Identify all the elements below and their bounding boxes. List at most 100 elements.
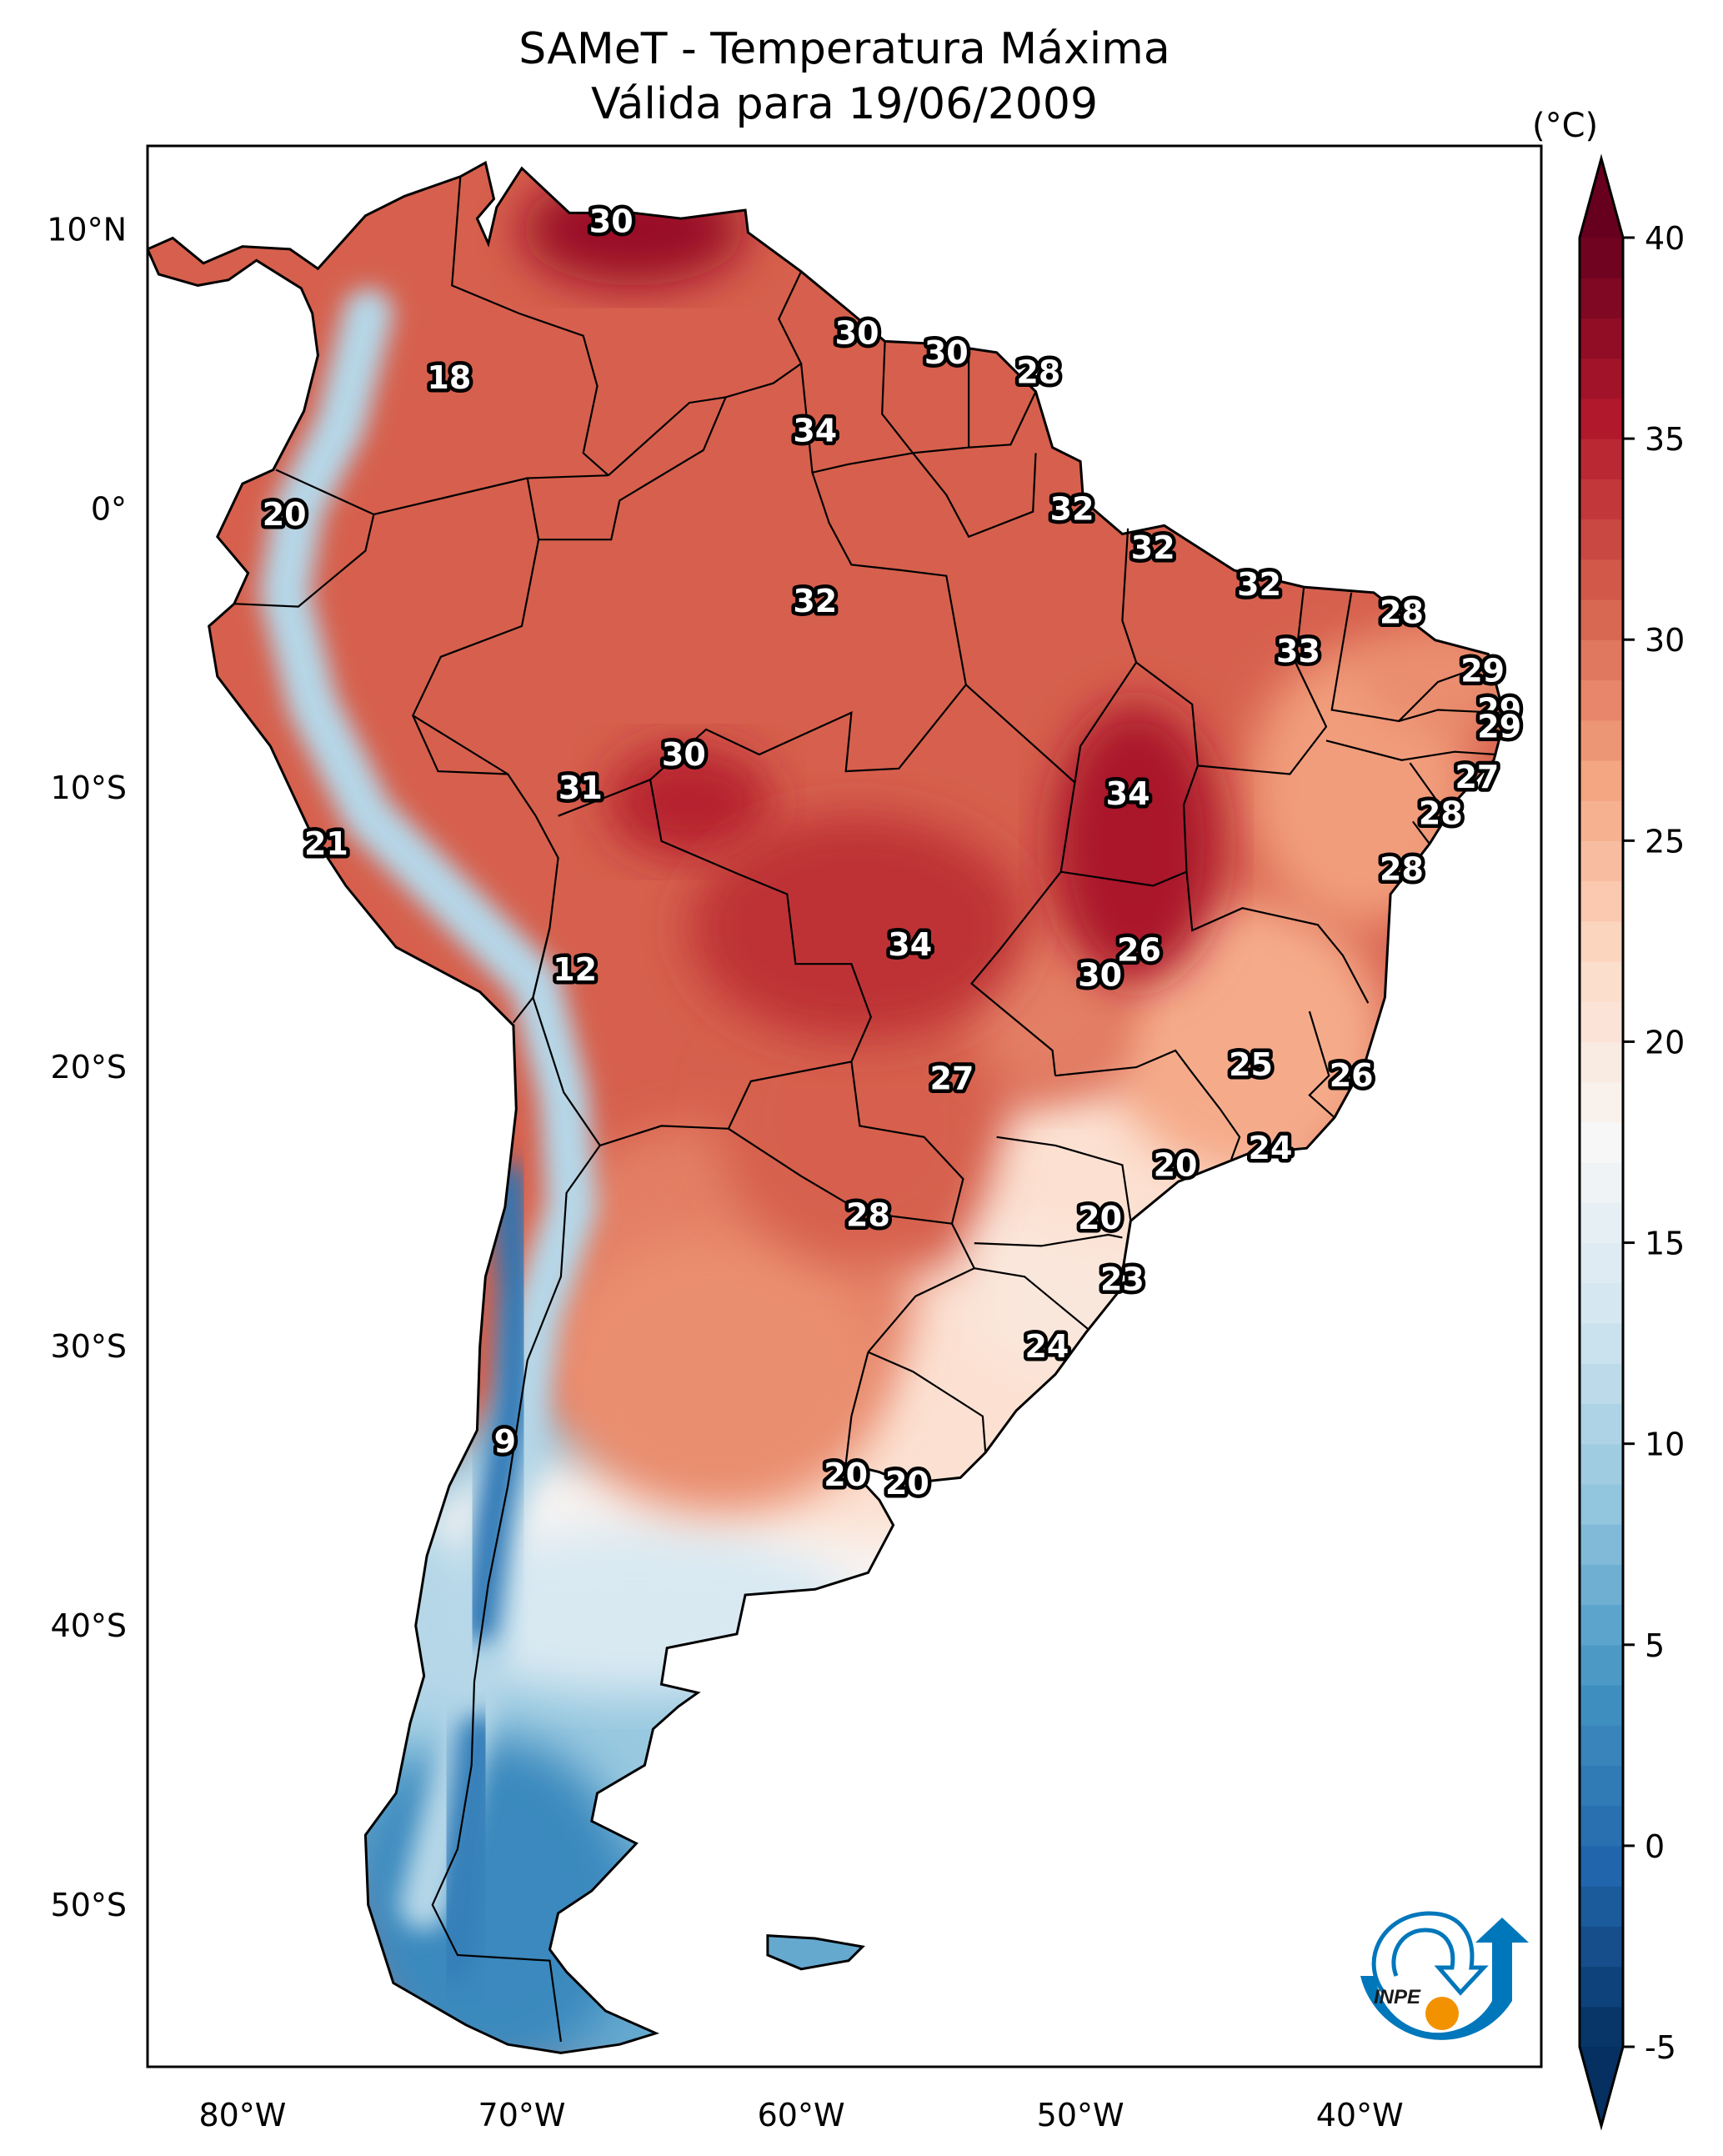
temperature-region	[1108, 900, 1388, 1180]
border-line	[867, 1223, 976, 1353]
colorbar-band	[1580, 1524, 1623, 1565]
y-tick-label: 50°S	[51, 1887, 127, 1923]
y-tick-label: 0°	[91, 490, 127, 527]
colorbar-band	[1580, 1443, 1623, 1485]
colorbar-band	[1580, 1202, 1623, 1244]
colorbar-tick-label: 25	[1645, 823, 1685, 860]
border-line	[1412, 820, 1430, 845]
logo-sun-icon	[1425, 1997, 1459, 2030]
colorbar-band	[1580, 318, 1623, 359]
colorbar-band	[1580, 1403, 1623, 1445]
colorbar-band	[1580, 238, 1623, 278]
colorbar-band	[1580, 1001, 1623, 1043]
border-line	[912, 452, 1037, 539]
station-label: 28	[846, 1197, 890, 1234]
station-label: 20	[824, 1457, 868, 1493]
station-label: 30	[835, 314, 879, 351]
colorbar-band	[1580, 479, 1623, 520]
y-axis: 10°N 0° 10°S 20°S 30°S 40°S 50°S	[47, 211, 127, 1923]
station-label: 32	[1131, 529, 1175, 566]
station-label: 29	[1477, 691, 1521, 728]
station-label: 9	[494, 1423, 516, 1460]
station-label: 32	[1237, 566, 1281, 603]
station-label: 34	[888, 926, 932, 963]
colorbar-extend-max	[1580, 158, 1623, 238]
colorbar-tick-label: 15	[1645, 1226, 1685, 1262]
border-line	[608, 271, 803, 477]
colorbar-band	[1580, 1162, 1623, 1203]
colorbar-band	[1580, 1845, 1623, 1887]
temperature-region	[689, 815, 1025, 1040]
station-label: 24	[1249, 1130, 1293, 1166]
border-line	[538, 396, 727, 541]
colorbar-tick-label: 30	[1645, 622, 1685, 659]
station-label: 27	[930, 1060, 974, 1097]
station-label: 20	[1154, 1146, 1198, 1183]
colorbar-band	[1580, 1282, 1623, 1324]
temperature-field	[148, 163, 1505, 2053]
patagonia-cold-core	[428, 1714, 503, 1984]
border-line	[412, 714, 508, 775]
station-label: 33	[1276, 633, 1320, 669]
station-label: 23	[1100, 1261, 1144, 1298]
border-line	[996, 1136, 1132, 1221]
colorbar-band	[1580, 639, 1623, 681]
station-label: 28	[1380, 850, 1424, 887]
border-line	[233, 514, 375, 608]
station-label: 30	[589, 203, 634, 239]
border-line	[532, 778, 872, 1147]
colorbar-tick-label: 0	[1645, 1828, 1665, 1865]
x-tick-label: 60°W	[758, 2097, 845, 2133]
colorbar-band	[1580, 1765, 1623, 1807]
colorbar-band	[1580, 760, 1623, 801]
station-label: 29	[1477, 709, 1521, 745]
station-label: 20	[885, 1465, 929, 1502]
border-line	[967, 352, 1037, 449]
inpe-logo: INPE	[1360, 1911, 1529, 2040]
colorbar-band	[1580, 1363, 1623, 1405]
colorbar-band	[1580, 1081, 1623, 1123]
station-label: 27	[1455, 759, 1499, 795]
colorbar-band	[1580, 880, 1623, 922]
colorbar-band	[1580, 1685, 1623, 1726]
station-label: 25	[1229, 1046, 1273, 1083]
station-label: 31	[558, 770, 603, 806]
colorbar-band	[1580, 1966, 1623, 2008]
colorbar-band	[1580, 720, 1623, 761]
station-label: 30	[662, 736, 706, 773]
border-line	[1325, 740, 1497, 761]
logo-orbit-icon	[1371, 1911, 1489, 1996]
station-label: 30	[1078, 957, 1122, 994]
x-tick-label: 50°W	[1037, 2097, 1124, 2133]
logo-text: INPE	[1374, 1986, 1421, 2008]
colorbar-band	[1580, 398, 1623, 439]
temperature-region	[549, 1234, 885, 1514]
border-line	[974, 1233, 1123, 1247]
colorbar-band	[1580, 559, 1623, 600]
plot-frame	[146, 144, 1543, 2068]
temperature-region	[605, 745, 774, 858]
colorbar-band	[1580, 1805, 1623, 1847]
colorbar-tick-label: 35	[1645, 421, 1685, 458]
station-label: 26	[1330, 1057, 1374, 1094]
colorbar-tick-label: 10	[1645, 1426, 1685, 1463]
border-line	[881, 341, 969, 454]
station-label: 26	[1117, 931, 1161, 968]
border-line	[1060, 661, 1200, 887]
border-line	[649, 472, 967, 781]
station-label: 20	[263, 496, 307, 533]
colorbar: -5 0 5 10 15 20 25 30 35 40	[1578, 153, 1685, 2131]
station-label: 32	[1050, 490, 1094, 527]
colorbar-band	[1580, 920, 1623, 962]
border-line	[800, 364, 914, 474]
station-label: 12	[553, 951, 597, 988]
colorbar-band	[1580, 1483, 1623, 1525]
political-borders	[233, 176, 1500, 2043]
station-label: 32	[793, 583, 837, 619]
colorbar-band	[1580, 1041, 1623, 1083]
y-tick-label: 30°S	[51, 1328, 127, 1365]
colorbar-band	[1580, 1242, 1623, 1284]
temperature-region	[1052, 704, 1220, 984]
colorbar-tick-label: -5	[1645, 2029, 1676, 2066]
